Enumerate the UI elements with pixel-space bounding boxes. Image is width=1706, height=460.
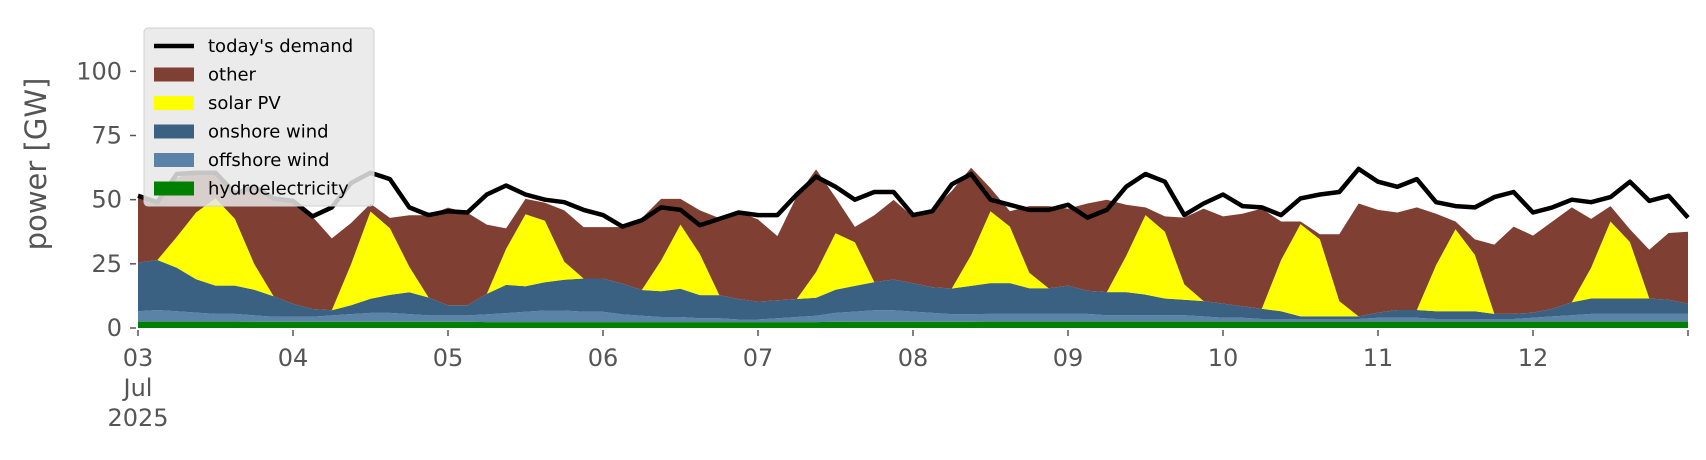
legend-label: onshore wind bbox=[208, 122, 329, 143]
x-tick-label: 2025 bbox=[107, 404, 168, 432]
x-tick-label: 06 bbox=[588, 344, 619, 372]
legend-label: hydroelectricity bbox=[208, 179, 349, 200]
legend-swatch bbox=[154, 67, 194, 82]
legend-swatch bbox=[154, 181, 194, 196]
legend: today's demand other solar PV onshore wind o… bbox=[143, 27, 375, 207]
x-tick-label: 05 bbox=[433, 344, 464, 372]
legend-box bbox=[143, 27, 375, 207]
y-axis-title: power [GW] bbox=[19, 78, 53, 251]
x-tick-label: 09 bbox=[1053, 344, 1084, 372]
x-tick-label: 12 bbox=[1518, 344, 1549, 372]
legend-label: today's demand bbox=[208, 36, 353, 57]
x-tick-label: 03 bbox=[123, 344, 154, 372]
area-onshore-wind bbox=[138, 260, 1688, 320]
x-tick-label: 11 bbox=[1363, 344, 1394, 372]
x-tick-label: Jul bbox=[122, 374, 153, 402]
legend-label: solar PV bbox=[208, 93, 281, 114]
legend-swatch bbox=[154, 124, 194, 139]
area-offshore-wind bbox=[138, 310, 1688, 323]
stacked-areas bbox=[138, 167, 1688, 328]
area-solar-pv bbox=[138, 198, 1688, 317]
y-tick-label: 25 bbox=[91, 250, 122, 278]
demand-line bbox=[137, 166, 1690, 229]
y-tick-label: 0 bbox=[107, 314, 122, 342]
legend-label: other bbox=[208, 65, 257, 86]
x-tick-label: 04 bbox=[278, 344, 309, 372]
legend-label: offshore wind bbox=[208, 150, 330, 171]
legend-swatch bbox=[154, 96, 194, 110]
y-tick-label: 75 bbox=[91, 122, 122, 150]
x-tick-label: 10 bbox=[1208, 344, 1239, 372]
x-tick-label: 08 bbox=[898, 344, 929, 372]
y-tick-label: 50 bbox=[91, 186, 122, 214]
area-other bbox=[138, 167, 1688, 317]
demand-line-group bbox=[137, 166, 1690, 229]
y-tick-label: 100 bbox=[76, 57, 122, 85]
x-tick-label: 07 bbox=[743, 344, 774, 372]
area-hydroelectricity bbox=[138, 321, 1688, 328]
legend-swatch bbox=[154, 153, 194, 167]
